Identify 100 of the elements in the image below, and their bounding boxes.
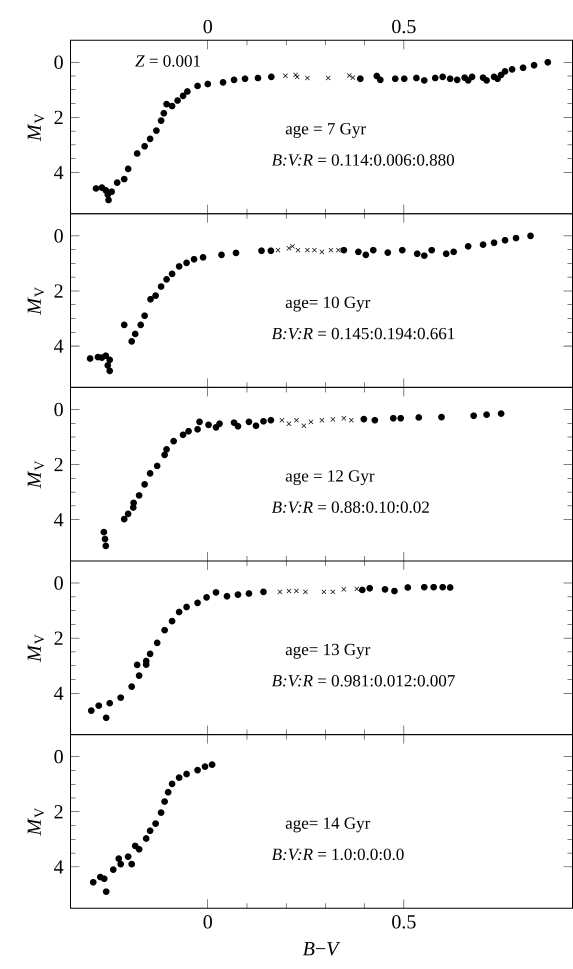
annotation: age= 14 Gyr (286, 817, 370, 832)
point (158, 117, 164, 124)
point (108, 188, 116, 196)
point (319, 418, 324, 423)
y-axis-title: M$_{V}$ (28, 287, 44, 315)
point (420, 584, 428, 591)
point (304, 75, 310, 80)
point (326, 75, 331, 80)
point (194, 82, 201, 90)
point (185, 428, 192, 435)
point (102, 714, 110, 722)
point (304, 248, 310, 253)
point (161, 798, 168, 805)
point (242, 75, 248, 82)
point (154, 639, 161, 646)
point (382, 586, 388, 593)
point (277, 589, 282, 594)
point (366, 584, 374, 592)
point (483, 411, 490, 418)
point (432, 74, 439, 82)
point (468, 73, 476, 80)
point (258, 247, 265, 254)
point (106, 356, 114, 364)
point (196, 418, 203, 426)
point (176, 263, 182, 270)
point (290, 244, 295, 249)
point (348, 418, 354, 423)
y-axis-title: M$_{V}$ (28, 460, 44, 489)
point (142, 835, 150, 842)
point (371, 416, 378, 424)
point (146, 470, 154, 477)
point (224, 592, 230, 600)
point (212, 589, 220, 596)
point (464, 242, 472, 250)
point (203, 594, 210, 601)
point (230, 76, 238, 84)
point (147, 296, 154, 303)
point (194, 426, 201, 433)
point (397, 414, 404, 422)
point (200, 254, 206, 261)
point (205, 422, 212, 428)
y-tick-label: 0 (54, 402, 63, 416)
point (180, 431, 186, 438)
point (146, 827, 154, 834)
point (176, 608, 182, 616)
point (170, 438, 177, 444)
point (146, 650, 154, 658)
point (294, 74, 300, 80)
point (102, 888, 110, 896)
point (132, 330, 139, 338)
point (295, 248, 300, 253)
y-tick-label: 4 (54, 860, 64, 874)
point (415, 414, 422, 421)
point (286, 588, 292, 594)
point (340, 246, 348, 254)
point (184, 88, 191, 95)
annotation: age = 12 Gyr (286, 470, 374, 486)
point (194, 766, 201, 774)
y-axis-title: M$_{V}$ (28, 114, 44, 142)
point (268, 247, 274, 254)
point (254, 74, 262, 82)
point (341, 416, 346, 421)
point (446, 584, 454, 591)
point (480, 241, 486, 248)
y-tick-label: 2 (54, 284, 63, 298)
point (128, 338, 136, 345)
point (294, 418, 299, 423)
point (508, 66, 516, 73)
annotation: age= 10 Gyr (286, 296, 370, 312)
point (117, 860, 124, 868)
point (183, 260, 190, 266)
point (279, 418, 284, 423)
point (163, 446, 170, 453)
x2-tick-label: 0.5 (392, 20, 416, 34)
point (246, 590, 252, 597)
point (454, 76, 461, 84)
point (470, 412, 478, 420)
point (286, 421, 292, 426)
point (168, 270, 176, 278)
point (102, 536, 108, 542)
point (512, 234, 520, 242)
point (490, 239, 498, 246)
point (234, 422, 242, 430)
y-tick-label: 4 (54, 166, 64, 180)
annotation: B:V:R = 0.114:0.006:0.880 (272, 154, 454, 166)
point (376, 76, 384, 84)
y-tick-label: 2 (54, 632, 63, 645)
annotation: age = 7 Gyr (286, 123, 366, 138)
point (346, 73, 352, 78)
point (124, 510, 132, 518)
point (106, 368, 114, 374)
point (414, 250, 421, 258)
y-tick-label: 2 (54, 458, 63, 472)
point (446, 75, 454, 82)
point (98, 354, 106, 361)
point (176, 774, 182, 781)
point (502, 236, 508, 244)
point (302, 589, 308, 594)
point (174, 97, 181, 104)
point (356, 75, 364, 82)
